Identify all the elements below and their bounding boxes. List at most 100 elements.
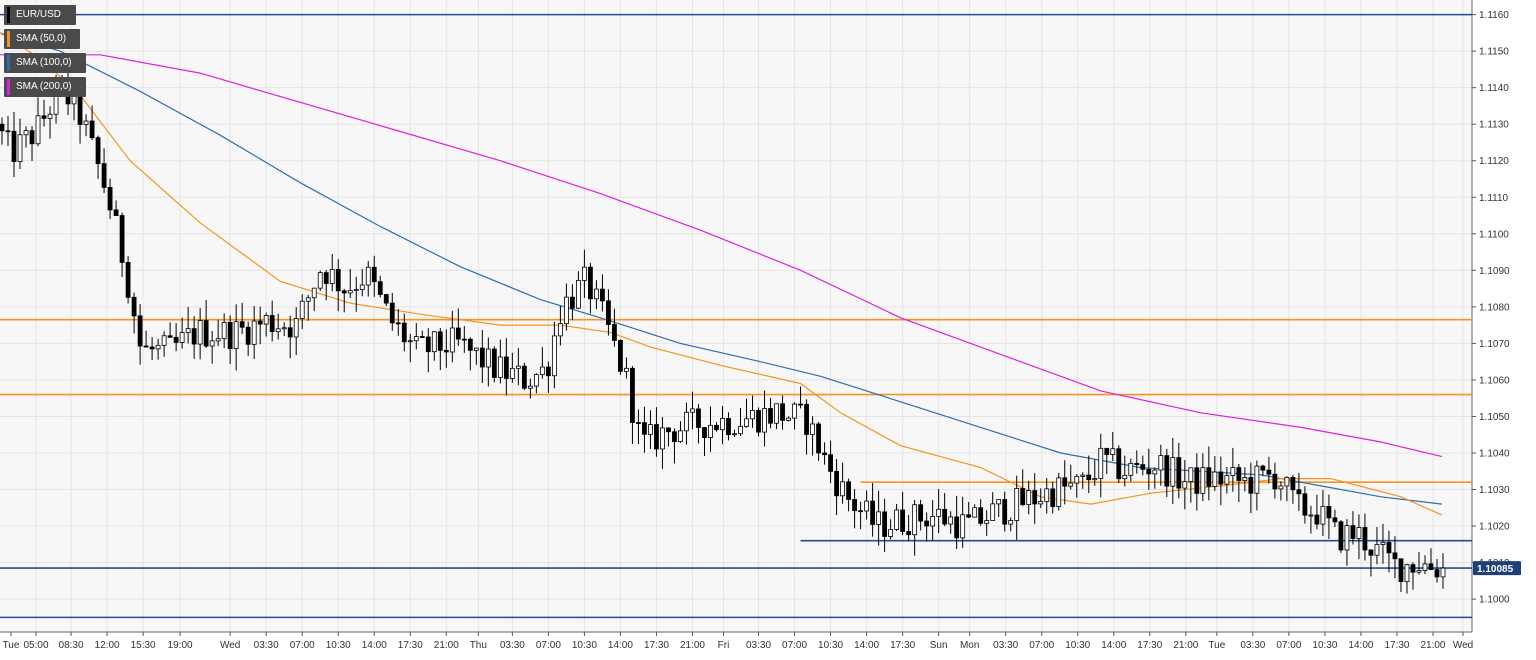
candle-body bbox=[1026, 490, 1032, 506]
candle-body bbox=[828, 454, 833, 472]
legend-item-sma-200[interactable]: SMA (200,0) bbox=[4, 77, 86, 97]
legend-item-sma-50[interactable]: SMA (50,0) bbox=[4, 29, 80, 49]
x-tick-label: 14:00 bbox=[854, 640, 879, 651]
candle-body bbox=[1410, 564, 1416, 573]
x-tick-label: Tue bbox=[3, 640, 20, 651]
candle-body bbox=[113, 209, 119, 216]
candle-body bbox=[780, 403, 785, 421]
candle-body bbox=[563, 296, 569, 325]
candle-body bbox=[185, 328, 191, 334]
candle-body bbox=[822, 452, 827, 456]
y-tick-label: 1.1040 bbox=[1479, 448, 1510, 459]
candle-body bbox=[1266, 469, 1272, 475]
current-price-tag bbox=[1473, 561, 1521, 576]
candle-body bbox=[1368, 549, 1374, 556]
candle-body bbox=[672, 431, 677, 443]
candle-body bbox=[341, 290, 347, 294]
x-tick-label: 17:30 bbox=[398, 640, 423, 651]
candle-body bbox=[1158, 455, 1164, 471]
candle-body bbox=[978, 507, 984, 524]
candle-body bbox=[1038, 501, 1044, 505]
candle-body bbox=[269, 315, 275, 333]
candle-body bbox=[1350, 525, 1356, 539]
candle-body bbox=[167, 335, 173, 338]
candle-body bbox=[137, 315, 143, 347]
candle-body bbox=[876, 511, 882, 525]
candle-body bbox=[762, 408, 767, 433]
candle-body bbox=[527, 385, 533, 389]
candle-body bbox=[47, 113, 53, 119]
candle-body bbox=[35, 115, 41, 145]
candle-body bbox=[485, 348, 491, 368]
x-tick-label: Fri bbox=[718, 640, 730, 651]
candle-body bbox=[594, 288, 599, 300]
candle-body bbox=[960, 514, 966, 539]
candle-body bbox=[1170, 457, 1176, 487]
candle-body bbox=[95, 137, 101, 165]
candle-body bbox=[443, 349, 449, 353]
candle-body bbox=[125, 262, 131, 298]
candle-body bbox=[1254, 465, 1260, 494]
legend-item-eurusd[interactable]: EUR/USD bbox=[4, 5, 76, 25]
candle-body bbox=[89, 120, 95, 139]
candle-body bbox=[1398, 558, 1404, 582]
candle-body bbox=[569, 296, 575, 309]
candle-body bbox=[810, 423, 815, 435]
candle-body bbox=[1224, 475, 1230, 485]
candle-body bbox=[1230, 467, 1236, 477]
candle-body bbox=[131, 296, 137, 317]
x-tick-label: 19:00 bbox=[168, 640, 193, 651]
candle-body bbox=[413, 336, 419, 342]
candle-body bbox=[461, 338, 467, 341]
candle-body bbox=[1194, 467, 1200, 494]
candle-body bbox=[1296, 489, 1302, 495]
candle-body bbox=[720, 418, 725, 431]
candle-body bbox=[317, 272, 323, 289]
candle-body bbox=[377, 281, 383, 295]
y-tick-label: 1.1090 bbox=[1479, 266, 1510, 277]
x-tick-label: 12:00 bbox=[95, 640, 120, 651]
candle-body bbox=[335, 269, 341, 292]
candle-body bbox=[1200, 467, 1206, 494]
candle-body bbox=[786, 417, 791, 421]
candle-body bbox=[1314, 514, 1320, 525]
candle-body bbox=[1278, 485, 1284, 490]
candle-body bbox=[1248, 477, 1254, 494]
candle-body bbox=[1356, 527, 1362, 539]
candle-body bbox=[521, 365, 527, 389]
candle-body bbox=[1080, 474, 1086, 477]
candle-body bbox=[251, 320, 257, 345]
candle-body bbox=[29, 130, 35, 145]
y-tick-label: 1.1060 bbox=[1479, 375, 1510, 386]
candle-body bbox=[365, 266, 371, 286]
candle-body bbox=[1434, 569, 1440, 578]
candle-body bbox=[419, 336, 425, 338]
candle-body bbox=[1386, 542, 1392, 554]
candle-body bbox=[1404, 564, 1410, 582]
candle-body bbox=[984, 520, 990, 524]
x-tick-label: 21:00 bbox=[434, 640, 459, 651]
candle-body bbox=[750, 410, 755, 420]
candle-body bbox=[996, 499, 1002, 505]
candle-body bbox=[1116, 448, 1122, 480]
candle-body bbox=[11, 130, 17, 162]
candle-body bbox=[1074, 475, 1080, 484]
legend-item-sma-100[interactable]: SMA (100,0) bbox=[4, 53, 86, 73]
candle-body bbox=[1380, 542, 1386, 545]
plot-background bbox=[0, 0, 1472, 632]
candle-body bbox=[1020, 488, 1026, 506]
legend: EUR/USD SMA (50,0) SMA (100,0) SMA (200,… bbox=[4, 5, 86, 97]
candle-body bbox=[870, 500, 876, 525]
x-tick-label: 05:00 bbox=[24, 640, 49, 651]
candle-body bbox=[864, 500, 869, 512]
candle-body bbox=[143, 345, 149, 348]
candle-body bbox=[654, 424, 659, 450]
candle-body bbox=[1062, 477, 1068, 487]
candle-body bbox=[1146, 468, 1152, 475]
x-tick-label: Mon bbox=[960, 640, 979, 651]
x-tick-label: 03:30 bbox=[746, 640, 771, 651]
candle-body bbox=[666, 427, 671, 433]
candle-body bbox=[600, 288, 605, 302]
candle-body bbox=[1164, 455, 1170, 487]
x-tick-label: 17:30 bbox=[1384, 640, 1409, 651]
